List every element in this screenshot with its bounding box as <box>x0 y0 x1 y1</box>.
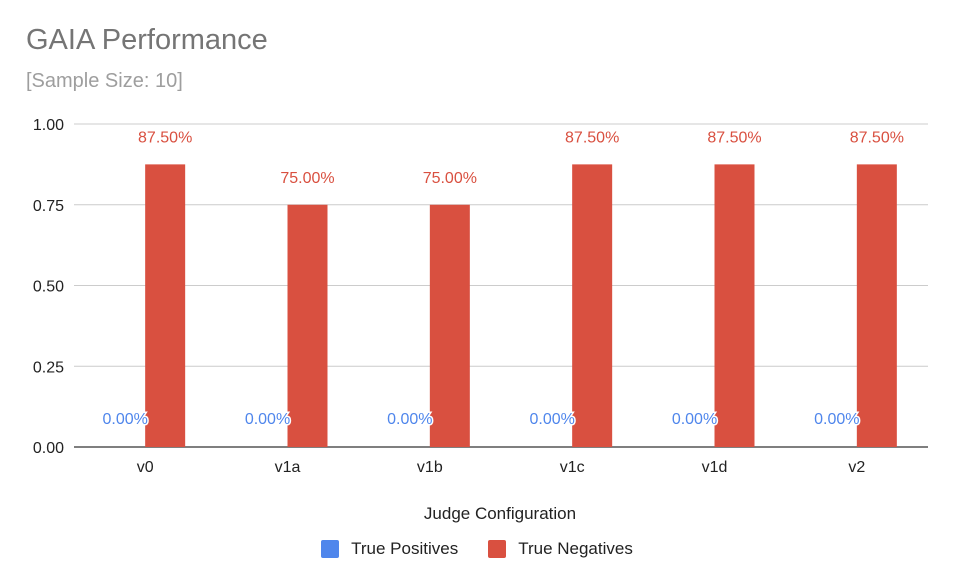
data-label: 75.00% <box>280 170 334 187</box>
legend-item-true-negatives[interactable]: True Negatives <box>488 539 633 559</box>
data-label: 0.00% <box>387 411 432 428</box>
data-label: 75.00% <box>423 170 477 187</box>
data-label: 87.50% <box>850 129 904 146</box>
bar-true-negatives-v1c[interactable] <box>572 164 613 447</box>
x-tick-label: v0 <box>137 459 154 476</box>
data-label: 0.00% <box>672 411 717 428</box>
legend-label-true-positives: True Positives <box>351 539 459 558</box>
bar-true-negatives-v0[interactable] <box>145 164 186 447</box>
y-tick-label: 0.00 <box>33 440 64 457</box>
bar-true-negatives-v1a[interactable] <box>287 204 328 447</box>
y-tick-label: 0.50 <box>33 279 64 296</box>
x-tick-label: v1c <box>560 459 585 476</box>
data-label: 87.50% <box>138 129 192 146</box>
data-label: 0.00% <box>814 411 859 428</box>
y-tick-label: 0.75 <box>33 198 64 215</box>
chart-title: GAIA Performance <box>26 24 268 56</box>
y-tick-label: 0.25 <box>33 359 64 376</box>
x-axis-title: Judge Configuration <box>424 504 576 523</box>
data-label: 0.00% <box>529 411 574 428</box>
y-tick-label: 1.00 <box>33 117 64 134</box>
data-label: 87.50% <box>565 129 619 146</box>
data-label: 87.50% <box>707 129 761 146</box>
x-tick-label: v1a <box>275 459 301 476</box>
bar-true-negatives-v1d[interactable] <box>714 164 755 447</box>
x-tick-label: v1d <box>702 459 728 476</box>
bar-true-negatives-v1b[interactable] <box>429 204 470 447</box>
legend-swatch-true-positives <box>321 540 340 558</box>
data-label: 0.00% <box>102 411 147 428</box>
x-tick-label: v2 <box>848 459 865 476</box>
chart-subtitle: [Sample Size: 10] <box>26 70 183 92</box>
legend-swatch-true-negatives <box>488 540 507 558</box>
bar-true-negatives-v2[interactable] <box>856 164 897 447</box>
data-label: 0.00% <box>245 411 290 428</box>
legend-item-true-positives[interactable]: True Positives <box>321 539 458 559</box>
legend-label-true-negatives: True Negatives <box>518 539 633 558</box>
legend: True Positives True Negatives <box>0 539 954 559</box>
x-tick-label: v1b <box>417 459 443 476</box>
